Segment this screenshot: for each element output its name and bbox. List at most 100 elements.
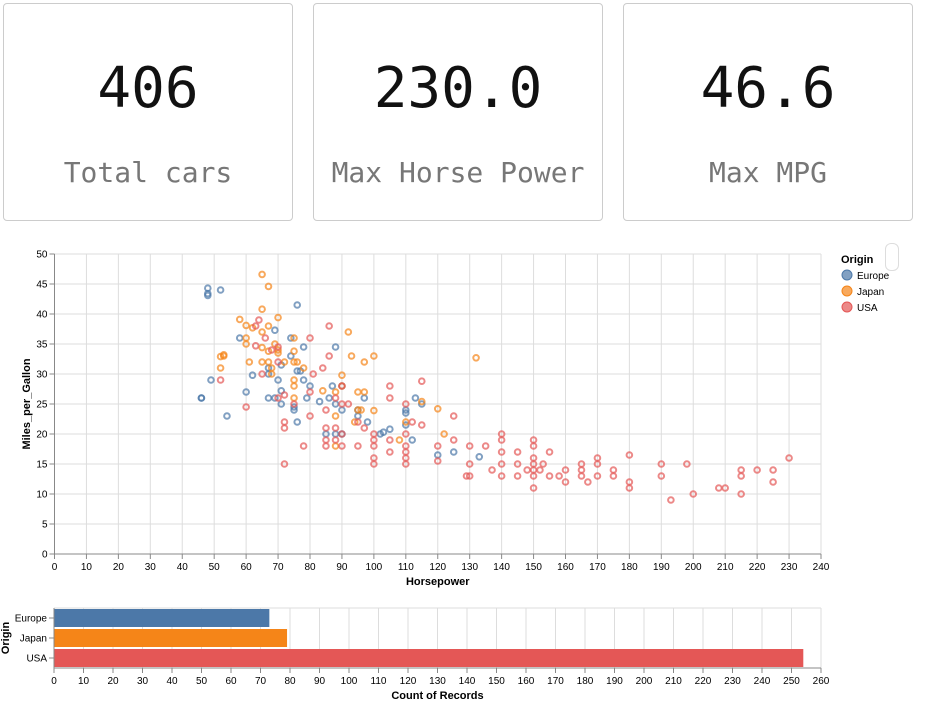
scatter-point-usa [386, 436, 394, 444]
scatter-point-europe [293, 418, 302, 426]
bar-japan[interactable] [54, 629, 288, 647]
scatter-point-europe [207, 376, 215, 384]
x-tick-label: 60 [225, 676, 237, 687]
legend-symbol-usa[interactable] [841, 301, 853, 313]
scatter-point-japan [264, 358, 273, 366]
scatter-point-japan [235, 315, 244, 324]
scatter-point-usa [449, 436, 458, 444]
legend-label-europe[interactable]: Europe [857, 271, 890, 282]
kpi-card-max-mpg: 46.6 Max MPG [623, 3, 913, 221]
scatter-point-japan [258, 270, 266, 279]
scatter-point-europe [475, 453, 484, 461]
scatter-point-usa [536, 466, 544, 474]
scatter-point-usa [497, 448, 506, 456]
scatter-point-japan [280, 358, 289, 366]
scatter-point-usa [555, 472, 563, 480]
x-tick-label: 90 [336, 562, 348, 573]
scatter-point-usa [338, 382, 346, 390]
scatter-point-japan [354, 388, 362, 396]
scatter-point-usa [529, 472, 538, 480]
y-tick-label: 10 [36, 490, 48, 501]
x-tick-label: 30 [145, 562, 157, 573]
x-tick-label: 40 [166, 676, 178, 687]
scatter-point-usa [354, 442, 362, 450]
scatter-point-usa [577, 472, 586, 480]
y-tick-label: 20 [36, 430, 48, 441]
legend-label-japan[interactable]: Japan [857, 287, 884, 298]
x-tick-label: 260 [813, 676, 830, 687]
scatter-point-europe [386, 425, 394, 434]
scatter-point-usa [539, 460, 547, 468]
scatter-point-europe [235, 334, 244, 342]
bar-usa[interactable] [54, 649, 804, 667]
chart-actions-button[interactable] [885, 243, 899, 271]
scatter-point-usa [465, 472, 474, 480]
scatter-point-usa [609, 466, 618, 474]
scatter-point-europe [449, 448, 458, 456]
scatter-point-usa [545, 472, 554, 480]
legend-symbol-europe[interactable] [841, 269, 853, 281]
x-tick-label: 50 [209, 562, 221, 573]
scatter-point-usa [513, 448, 522, 456]
scatter-point-europe [325, 394, 333, 402]
legend-label-usa[interactable]: USA [857, 303, 878, 314]
y-tick-label: Japan [20, 634, 47, 645]
x-tick-label: 140 [493, 562, 510, 573]
scatter-point-usa [513, 472, 522, 480]
scatter-point-japan [219, 351, 228, 359]
scatter-point-europe [402, 409, 410, 417]
scatter-point-usa [417, 421, 426, 429]
scatter-point-usa [449, 412, 458, 420]
scatter-point-usa [561, 466, 570, 474]
scatter-point-europe [204, 291, 212, 300]
y-tick-label: 15 [36, 460, 48, 471]
scatter-point-usa [465, 460, 474, 468]
legend-symbol-japan[interactable] [841, 285, 853, 297]
x-tick-label: 40 [177, 562, 189, 573]
scatter-point-japan [350, 418, 359, 426]
scatter-point-usa [386, 382, 394, 390]
scatter-point-japan [290, 347, 298, 356]
scatter-point-usa [529, 454, 538, 462]
scatter-point-japan [242, 334, 250, 342]
scatter-point-usa [255, 316, 263, 324]
scatter-point-usa [497, 436, 506, 444]
scatter-point-usa [769, 466, 777, 474]
y-tick-label: 45 [36, 280, 48, 291]
scatter-point-usa [251, 322, 260, 330]
scatter-point-usa [785, 454, 793, 462]
scatter-point-europe [328, 382, 337, 390]
x-tick-label: 50 [196, 676, 208, 687]
scatter-point-usa [737, 472, 745, 480]
y-tick-label: 35 [36, 340, 48, 351]
scatter-point-japan [338, 371, 346, 380]
scatter-point-europe [408, 436, 417, 444]
scatter-point-japan [290, 358, 298, 366]
scatter-point-europe [248, 371, 257, 380]
y-tick-label: USA [26, 654, 47, 665]
scatter-point-usa [338, 430, 346, 438]
scatter-point-usa [299, 442, 308, 450]
scatter-point-japan [360, 388, 369, 396]
scatter-point-usa [322, 436, 330, 444]
scatter-point-japan [290, 394, 298, 402]
y-axis-title: Miles_per_Gallon [21, 358, 33, 449]
scatter-point-usa [354, 418, 362, 426]
scatter-point-usa [370, 430, 378, 438]
x-tick-label: 110 [398, 562, 414, 573]
scatter-point-usa [753, 466, 761, 474]
scatter-point-japan [264, 282, 273, 291]
bar-europe[interactable] [54, 609, 270, 627]
scatter-point-usa [667, 496, 675, 504]
kpi-value: 406 [97, 56, 199, 121]
scatter-point-japan [258, 328, 266, 336]
scatter-point-usa [251, 342, 260, 350]
scatter-point-usa [715, 484, 723, 492]
scatter-point-usa [689, 490, 698, 498]
x-tick-label: 180 [577, 676, 594, 687]
x-tick-label: 10 [81, 562, 93, 573]
x-tick-label: 230 [724, 676, 741, 687]
scatter-point-japan [258, 343, 266, 352]
scatter-point-japan [347, 352, 356, 360]
